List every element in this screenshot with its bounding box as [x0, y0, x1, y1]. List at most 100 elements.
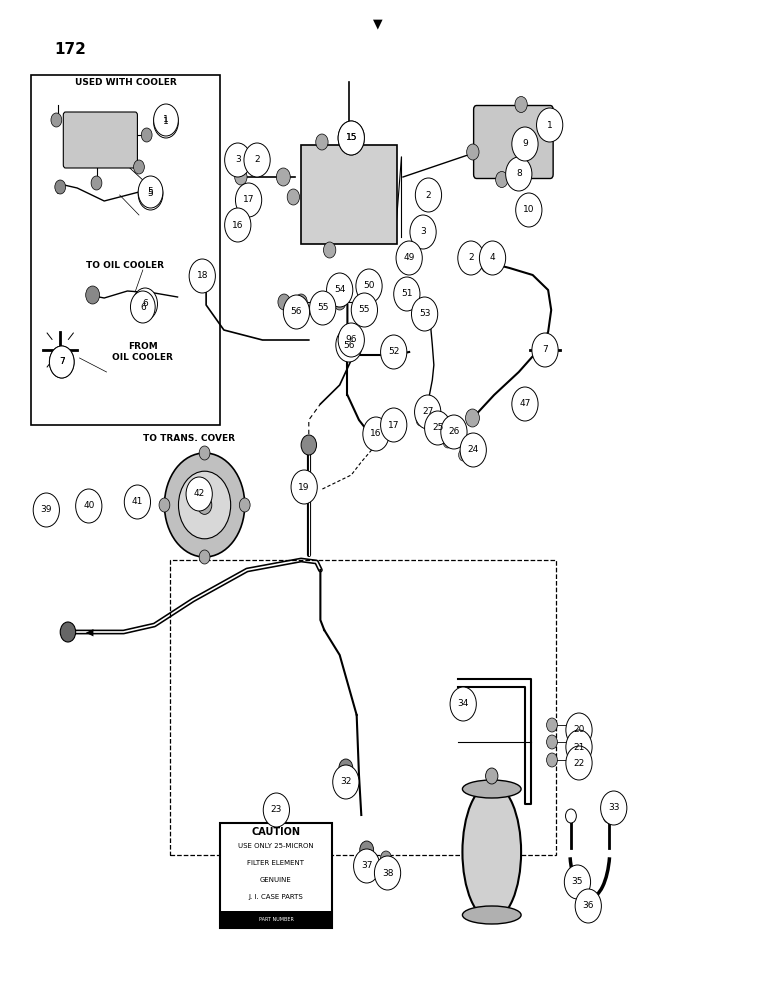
Circle shape	[516, 193, 542, 227]
Circle shape	[333, 765, 359, 799]
Text: 27: 27	[422, 408, 433, 416]
Circle shape	[278, 294, 290, 310]
Circle shape	[310, 291, 336, 325]
Text: 23: 23	[271, 806, 282, 814]
Circle shape	[583, 895, 594, 909]
Circle shape	[178, 471, 231, 539]
Circle shape	[134, 160, 144, 174]
Circle shape	[394, 277, 420, 311]
Text: 16: 16	[371, 430, 381, 438]
Circle shape	[141, 128, 152, 142]
Text: 7: 7	[59, 358, 65, 366]
Text: ▼: ▼	[84, 628, 93, 636]
Text: 33: 33	[608, 804, 619, 812]
Circle shape	[276, 168, 290, 186]
Circle shape	[124, 485, 151, 519]
Text: FILTER ELEMENT: FILTER ELEMENT	[248, 860, 304, 866]
Circle shape	[360, 841, 374, 859]
Circle shape	[323, 242, 336, 258]
Text: 96: 96	[346, 336, 357, 344]
Circle shape	[154, 106, 178, 138]
Text: CAUTION: CAUTION	[252, 827, 300, 837]
Circle shape	[466, 144, 479, 160]
Text: 3: 3	[235, 155, 241, 164]
Circle shape	[327, 273, 353, 307]
Text: 1: 1	[163, 117, 169, 126]
Circle shape	[225, 143, 251, 177]
Text: 55: 55	[317, 304, 328, 312]
Circle shape	[428, 429, 437, 441]
Circle shape	[186, 477, 212, 511]
Text: 47: 47	[520, 399, 530, 408]
Circle shape	[316, 134, 328, 150]
Text: USED WITH COOLER: USED WITH COOLER	[75, 78, 176, 87]
Circle shape	[49, 346, 74, 378]
Text: 2: 2	[425, 190, 432, 200]
Circle shape	[460, 433, 486, 467]
Text: 53: 53	[419, 310, 430, 318]
Circle shape	[347, 134, 359, 150]
Circle shape	[291, 470, 317, 504]
Circle shape	[159, 498, 170, 512]
Text: 17: 17	[243, 196, 254, 205]
Text: 34: 34	[458, 700, 469, 708]
Circle shape	[603, 809, 614, 823]
Ellipse shape	[462, 784, 521, 920]
Circle shape	[450, 687, 476, 721]
Circle shape	[49, 346, 74, 378]
Circle shape	[338, 121, 364, 155]
Text: 51: 51	[401, 290, 412, 298]
Circle shape	[466, 409, 479, 427]
Circle shape	[334, 294, 346, 310]
Circle shape	[481, 255, 495, 273]
Circle shape	[33, 493, 59, 527]
Circle shape	[130, 291, 155, 323]
Text: 7: 7	[59, 358, 65, 366]
Circle shape	[198, 496, 212, 514]
Circle shape	[91, 176, 102, 190]
Text: 18: 18	[197, 271, 208, 280]
Circle shape	[338, 323, 364, 357]
Circle shape	[263, 793, 290, 827]
Circle shape	[351, 293, 378, 327]
Circle shape	[138, 178, 163, 210]
Text: 16: 16	[232, 221, 243, 230]
Circle shape	[566, 809, 577, 823]
Circle shape	[338, 121, 364, 155]
Circle shape	[537, 108, 563, 142]
Circle shape	[415, 395, 441, 429]
Circle shape	[199, 550, 210, 564]
Circle shape	[301, 435, 317, 455]
Circle shape	[601, 791, 627, 825]
Text: 4: 4	[489, 253, 496, 262]
Circle shape	[459, 449, 468, 461]
Circle shape	[571, 872, 584, 888]
Text: 1: 1	[547, 120, 553, 129]
Circle shape	[199, 446, 210, 460]
Text: 21: 21	[574, 742, 584, 752]
Text: 42: 42	[194, 489, 205, 498]
Circle shape	[566, 713, 592, 747]
Text: 49: 49	[404, 253, 415, 262]
Circle shape	[374, 856, 401, 890]
Circle shape	[244, 143, 270, 177]
Circle shape	[239, 498, 250, 512]
Text: FROM
OIL COOLER: FROM OIL COOLER	[113, 342, 173, 362]
Circle shape	[235, 169, 247, 185]
Text: TO TRANS. COVER: TO TRANS. COVER	[143, 434, 235, 443]
Ellipse shape	[462, 906, 521, 924]
Circle shape	[287, 189, 300, 205]
Text: 37: 37	[361, 861, 372, 870]
Bar	[220, 911, 332, 928]
Text: 6: 6	[142, 300, 148, 308]
Text: 56: 56	[344, 340, 354, 350]
Text: 3: 3	[420, 228, 426, 236]
Circle shape	[336, 328, 362, 362]
Text: 19: 19	[299, 483, 310, 491]
Circle shape	[411, 297, 438, 331]
Text: 35: 35	[572, 878, 583, 886]
Text: USE ONLY 25-MICRON: USE ONLY 25-MICRON	[239, 843, 313, 849]
Text: J. I. CASE PARTS: J. I. CASE PARTS	[249, 894, 303, 900]
Circle shape	[547, 753, 557, 767]
Circle shape	[443, 436, 452, 448]
